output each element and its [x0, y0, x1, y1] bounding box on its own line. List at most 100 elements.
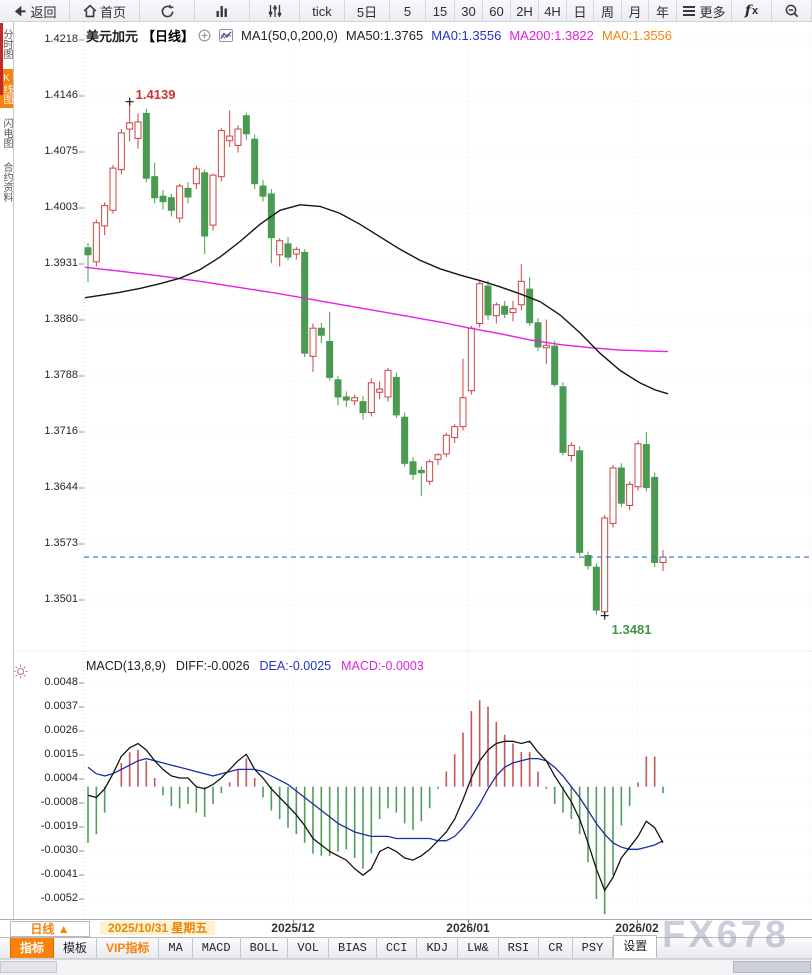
indicator-tab-BOLL[interactable]: BOLL — [241, 938, 289, 958]
toolbar-item-label: 周 — [600, 4, 614, 20]
toolbar-item-indicator-sliders[interactable] — [250, 0, 300, 22]
toolbar-item-label: tick — [312, 3, 332, 19]
toolbar-item-h2[interactable]: 2H — [511, 0, 539, 22]
period-selector[interactable]: 日线 ▲ — [10, 921, 90, 937]
macd-axis-label: -0.0041 — [40, 868, 78, 880]
toolbar-item-home[interactable]: 首页 — [70, 0, 140, 22]
price-axis-label: 1.3573 — [44, 537, 78, 549]
toolbar-item-m30[interactable]: 30 — [455, 0, 483, 22]
toolbar-item-tick[interactable]: tick — [300, 0, 345, 22]
toolbar-item-refresh[interactable] — [140, 0, 195, 22]
toolbar-item-zoom-out[interactable] — [772, 0, 812, 22]
ma0-value-orange: MA0:1.3556 — [601, 28, 673, 43]
toolbar-item-month[interactable]: 月 — [622, 0, 649, 22]
indicator-tab-CR[interactable]: CR — [539, 938, 573, 958]
toolbar-item-label: 年 — [655, 4, 669, 20]
price-axis-label: 1.4075 — [44, 145, 78, 157]
indicator-tab-VIP指标[interactable]: VIP指标 — [97, 938, 160, 958]
indicator-tab-CCI[interactable]: CCI — [377, 938, 418, 958]
xaxis-row: 日线 ▲ 2025/10/31 星期五 2025/12 2026/01 2026/0… — [0, 919, 812, 937]
indicator-tab-MACD[interactable]: MACD — [193, 938, 241, 958]
toolbar-item-m5[interactable]: 5 — [390, 0, 426, 22]
indicator-tab-模板[interactable]: 模板 — [54, 938, 98, 958]
ma-settings-icon[interactable] — [219, 29, 234, 42]
macd-axis-label: -0.0008 — [40, 796, 78, 808]
xaxis-month-label: 2025/12 — [271, 921, 315, 935]
toolbar-item-label: 15 — [432, 3, 448, 19]
symbol-name: 美元加元 — [86, 29, 139, 44]
toolbar-item-day[interactable]: 日 — [567, 0, 594, 22]
xaxis-month-label: 2026/02 — [615, 921, 659, 935]
indicator-tab-PSY[interactable]: PSY — [573, 938, 614, 958]
first-date-label: 2025/10/31 星期五 — [100, 921, 216, 935]
price-axis-label: 1.4003 — [44, 201, 78, 213]
toolbar-item-back[interactable]: 返回 — [0, 0, 70, 22]
price-axis-label: 1.3501 — [44, 593, 78, 605]
sidebar-scroll-indicator — [0, 23, 3, 95]
price-axis-label: 1.3644 — [44, 481, 78, 493]
macd-axis-label: -0.0019 — [40, 820, 78, 832]
indicator-tab-设置[interactable]: 设置 — [613, 935, 658, 958]
price-axis-label: 1.3788 — [44, 369, 78, 381]
period-label: 【日线】 — [142, 29, 195, 44]
macd-diff-value: DIFF:-0.0026 — [175, 659, 250, 673]
indicator-tab-LW[interactable]: LW& — [458, 938, 499, 958]
price-axis-label: 1.3931 — [44, 257, 78, 269]
scrollbar-thumb[interactable] — [733, 961, 811, 973]
indicator-toolbar: 指标 模板 VIP指标 MA MACD BOLL VOL BIAS CCI KDJ LW& RSI CR… — [0, 935, 812, 959]
toolbar-item-label: 5日 — [356, 4, 378, 20]
high-price-annotation: 1.4139 — [135, 86, 176, 102]
low-price-annotation: 1.3481 — [611, 621, 652, 637]
toolbar-item-more[interactable]: 更多 — [677, 0, 732, 22]
toolbar-item-m60[interactable]: 60 — [483, 0, 511, 22]
macd-axis-label: 0.0026 — [44, 724, 78, 736]
sidebar-item-lightning-chart[interactable]: 闪电图 — [1, 118, 12, 148]
xaxis-month-label: 2026/01 — [446, 921, 490, 935]
toolbar-item-label: 返回 — [30, 4, 57, 20]
macd-axis-label: -0.0030 — [40, 844, 78, 856]
hscrollbar-track[interactable] — [0, 959, 812, 975]
add-favorite-icon[interactable] — [198, 29, 211, 42]
xaxis-tick — [468, 920, 469, 923]
sidebar-item-contract-info[interactable]: 合约资料 — [1, 162, 12, 202]
toolbar-item-week[interactable]: 周 — [594, 0, 622, 22]
indicator-sun-icon[interactable] — [13, 664, 28, 684]
refresh-icon — [160, 4, 175, 19]
price-axis-label: 1.3860 — [44, 313, 78, 325]
sidebar-item-kline-chart[interactable]: K线图 — [0, 69, 13, 108]
toolbar-item-5d[interactable]: 5日 — [345, 0, 390, 22]
bars-icon — [215, 4, 230, 18]
indicator-tab-BIAS[interactable]: BIAS — [329, 938, 377, 958]
toolbar-item-m15[interactable]: 15 — [426, 0, 455, 22]
chart-type-sidebar: 分时图 K线图闪电图合约资料 — [0, 22, 14, 919]
toolbar-item-label: 日 — [573, 4, 587, 20]
toolbar-item-year[interactable]: 年 — [649, 0, 677, 22]
toolbar-item-label: 30 — [461, 3, 476, 19]
ma0-value-blue: MA0:1.3556 — [431, 28, 502, 43]
zoom-out-icon — [785, 4, 799, 18]
toolbar-item-h4[interactable]: 4H — [539, 0, 567, 22]
toolbar-item-chart-style[interactable] — [195, 0, 250, 22]
menu-icon — [682, 5, 696, 17]
indicator-tab-MA[interactable]: MA — [159, 938, 193, 958]
toolbar-item-label: 更多 — [699, 4, 726, 20]
sidebar-item-time-chart[interactable]: 分时图 — [1, 29, 12, 59]
indicator-tab-指标[interactable]: 指标 — [10, 938, 55, 958]
xaxis-tick — [293, 920, 294, 923]
toolbar-item-label: 4H — [544, 3, 561, 19]
macd-axis-label: 0.0037 — [44, 700, 78, 712]
price-axis-label: 1.3716 — [44, 425, 78, 437]
xaxis-tick — [637, 920, 638, 923]
indicator-tab-KDJ[interactable]: KDJ — [417, 938, 459, 958]
chart-title-row: 美元加元 【日线】 MA1(50,0,200,0) MA50:1.3765 MA… — [86, 26, 672, 45]
indicator-tab-VOL[interactable]: VOL — [288, 938, 330, 958]
price-axis-label: 1.4146 — [44, 89, 78, 101]
macd-axis-label: 0.0048 — [44, 676, 78, 688]
sliders-icon — [268, 4, 282, 18]
indicator-tab-RSI[interactable]: RSI — [499, 938, 540, 958]
macd-macd-value: MACD:-0.0003 — [341, 659, 424, 673]
macd-axis-label: 0.0004 — [44, 772, 78, 784]
